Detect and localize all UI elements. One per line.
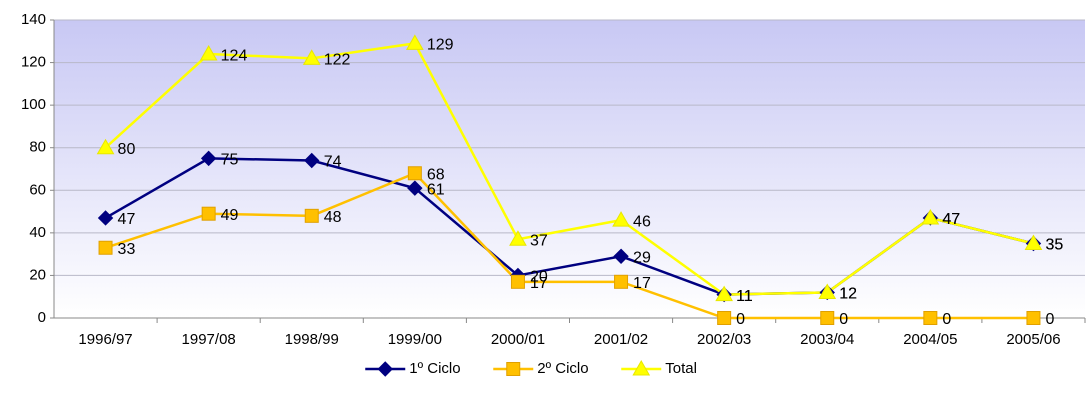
data-label: 35: [1045, 237, 1063, 254]
y-tick-label: 0: [38, 309, 46, 326]
marker: [304, 152, 320, 169]
y-tick-label: 140: [21, 11, 46, 28]
data-label: 74: [324, 154, 342, 171]
marker: [199, 45, 218, 61]
data-label: 0: [736, 311, 745, 328]
marker: [1026, 311, 1041, 325]
marker: [614, 274, 629, 289]
y-tick-label: 100: [21, 96, 46, 113]
marker: [200, 150, 217, 167]
marker: [1024, 234, 1043, 250]
data-label: 35: [1045, 237, 1063, 254]
data-label: 124: [221, 47, 248, 64]
data-label: 68: [427, 166, 445, 183]
series-line: [105, 171, 1034, 320]
marker: [304, 208, 319, 223]
data-label: 46: [633, 213, 651, 230]
x-tick-label: 2000/01: [491, 331, 545, 348]
x-tick-label: 1999/00: [388, 331, 442, 348]
marker: [820, 311, 835, 325]
marker: [717, 311, 732, 325]
marker: [818, 283, 837, 299]
x-tick-label: 1996/97: [78, 331, 132, 348]
y-tick-label: 80: [29, 139, 46, 156]
data-label: 17: [633, 275, 651, 292]
plot-area: [54, 20, 1085, 318]
data-label: 11: [736, 288, 753, 305]
series-line: [104, 42, 1034, 296]
marker: [98, 240, 113, 255]
data-label: 37: [530, 232, 548, 249]
data-label: 12: [839, 286, 857, 303]
data-label: 122: [324, 52, 351, 69]
data-label: 12: [839, 286, 857, 303]
x-tick-label: 2004/05: [903, 331, 957, 348]
marker: [377, 361, 393, 377]
legend-label: 2º Ciclo: [537, 360, 588, 377]
data-label: 0: [1045, 311, 1054, 328]
data-label: 75: [221, 152, 239, 169]
x-tick-label: 2005/06: [1006, 331, 1060, 348]
marker: [715, 285, 734, 302]
legend-label: Total: [665, 360, 697, 377]
x-tick-label: 1998/99: [285, 331, 339, 348]
data-label: 33: [118, 241, 136, 258]
x-tick-label: 2001/02: [594, 331, 648, 348]
marker: [509, 230, 527, 246]
data-label: 47: [942, 211, 960, 228]
y-tick-label: 120: [21, 54, 46, 71]
marker: [96, 138, 115, 155]
y-tick-label: 60: [29, 181, 46, 198]
data-label: 0: [942, 311, 951, 328]
marker: [97, 210, 114, 226]
marker: [612, 211, 630, 227]
data-label: 47: [118, 211, 136, 228]
marker: [201, 206, 216, 221]
marker: [302, 49, 321, 65]
marker: [613, 248, 629, 264]
data-label: 17: [530, 275, 548, 292]
marker: [921, 208, 940, 225]
data-label: 29: [633, 249, 651, 266]
x-tick-label: 2002/03: [697, 331, 751, 348]
legend: 1º Ciclo 2º Ciclo Total: [365, 360, 697, 377]
marker: [506, 362, 521, 376]
x-tick-label: 1997/08: [182, 331, 236, 348]
data-label: 48: [324, 209, 342, 226]
legend-label: 1º Ciclo: [409, 360, 460, 377]
data-label: 80: [118, 141, 136, 158]
data-label: 49: [221, 207, 239, 224]
marker: [510, 274, 525, 289]
marker: [632, 359, 651, 376]
marker: [923, 311, 938, 325]
data-label: 20: [530, 269, 548, 286]
y-tick-label: 20: [29, 266, 46, 283]
data-label: 47: [942, 211, 960, 228]
marker: [407, 180, 423, 196]
data-label: 129: [427, 37, 454, 54]
marker: [407, 166, 422, 181]
y-tick-label: 40: [29, 224, 46, 241]
marker: [405, 34, 424, 50]
x-tick-label: 2003/04: [800, 331, 854, 348]
data-label: 0: [839, 311, 848, 328]
data-label: 11: [736, 288, 753, 305]
data-label: 61: [427, 181, 445, 198]
